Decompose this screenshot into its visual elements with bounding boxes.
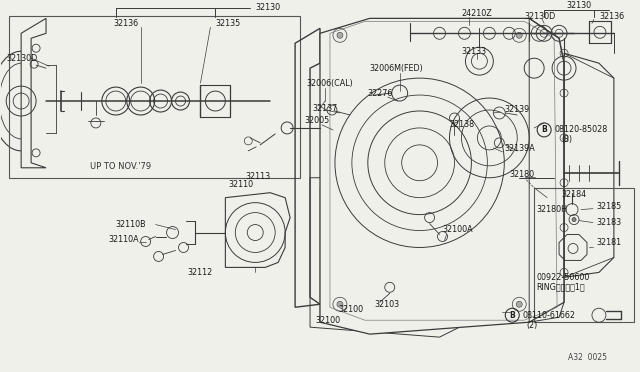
Polygon shape (320, 18, 564, 334)
Text: 00922-50600: 00922-50600 (536, 273, 589, 282)
Text: B: B (509, 311, 515, 320)
Text: 32130D: 32130D (524, 12, 556, 21)
Text: 32110: 32110 (228, 180, 253, 189)
Text: 08110-61662: 08110-61662 (522, 311, 575, 320)
Text: 32113: 32113 (246, 172, 271, 181)
Text: 32180H: 32180H (536, 205, 567, 214)
Text: 32103: 32103 (375, 300, 400, 309)
Text: 32139: 32139 (504, 105, 529, 113)
Text: 32006M(FED): 32006M(FED) (370, 64, 424, 73)
Text: 32135: 32135 (216, 19, 241, 28)
Text: 32100A: 32100A (442, 225, 473, 234)
Text: 24210Z: 24210Z (461, 9, 492, 18)
Text: 32136: 32136 (113, 19, 138, 28)
Text: 32112: 32112 (188, 268, 213, 277)
Text: (8): (8) (561, 135, 572, 144)
Text: 32183: 32183 (596, 218, 621, 227)
Text: UP TO NOV.'79: UP TO NOV.'79 (90, 162, 151, 171)
Text: 32181: 32181 (596, 238, 621, 247)
Bar (9, 16, 300, 178)
Circle shape (337, 301, 343, 307)
Text: RINGリング（1）: RINGリング（1） (536, 283, 585, 292)
Text: 08120-85028: 08120-85028 (554, 125, 607, 134)
Text: 32180: 32180 (509, 170, 534, 179)
Text: 32138: 32138 (449, 121, 475, 129)
Circle shape (337, 32, 343, 38)
Bar (534, 188, 634, 322)
Text: 32184: 32184 (561, 190, 587, 199)
Text: (2): (2) (526, 321, 538, 330)
Text: 32139A: 32139A (504, 144, 535, 153)
Text: 32136: 32136 (599, 12, 624, 21)
Circle shape (572, 218, 576, 222)
Text: 32005: 32005 (304, 116, 330, 125)
Text: 32100: 32100 (338, 305, 363, 314)
Text: A32  0025: A32 0025 (568, 353, 607, 362)
Text: 32006(CAL): 32006(CAL) (306, 78, 353, 88)
Text: 32185: 32185 (596, 202, 621, 211)
Text: 32130: 32130 (566, 1, 591, 10)
Polygon shape (21, 18, 46, 168)
Circle shape (516, 301, 522, 307)
Text: 32133: 32133 (461, 47, 486, 56)
Text: 32130D: 32130D (6, 54, 38, 63)
Text: 32100: 32100 (315, 316, 340, 325)
Text: 32130: 32130 (255, 3, 280, 12)
Text: 32137: 32137 (312, 103, 337, 112)
Text: 32276: 32276 (368, 89, 393, 97)
Text: 32110B: 32110B (116, 220, 147, 229)
Text: 32110A: 32110A (109, 235, 140, 244)
Circle shape (516, 32, 522, 38)
Text: B: B (541, 125, 547, 134)
